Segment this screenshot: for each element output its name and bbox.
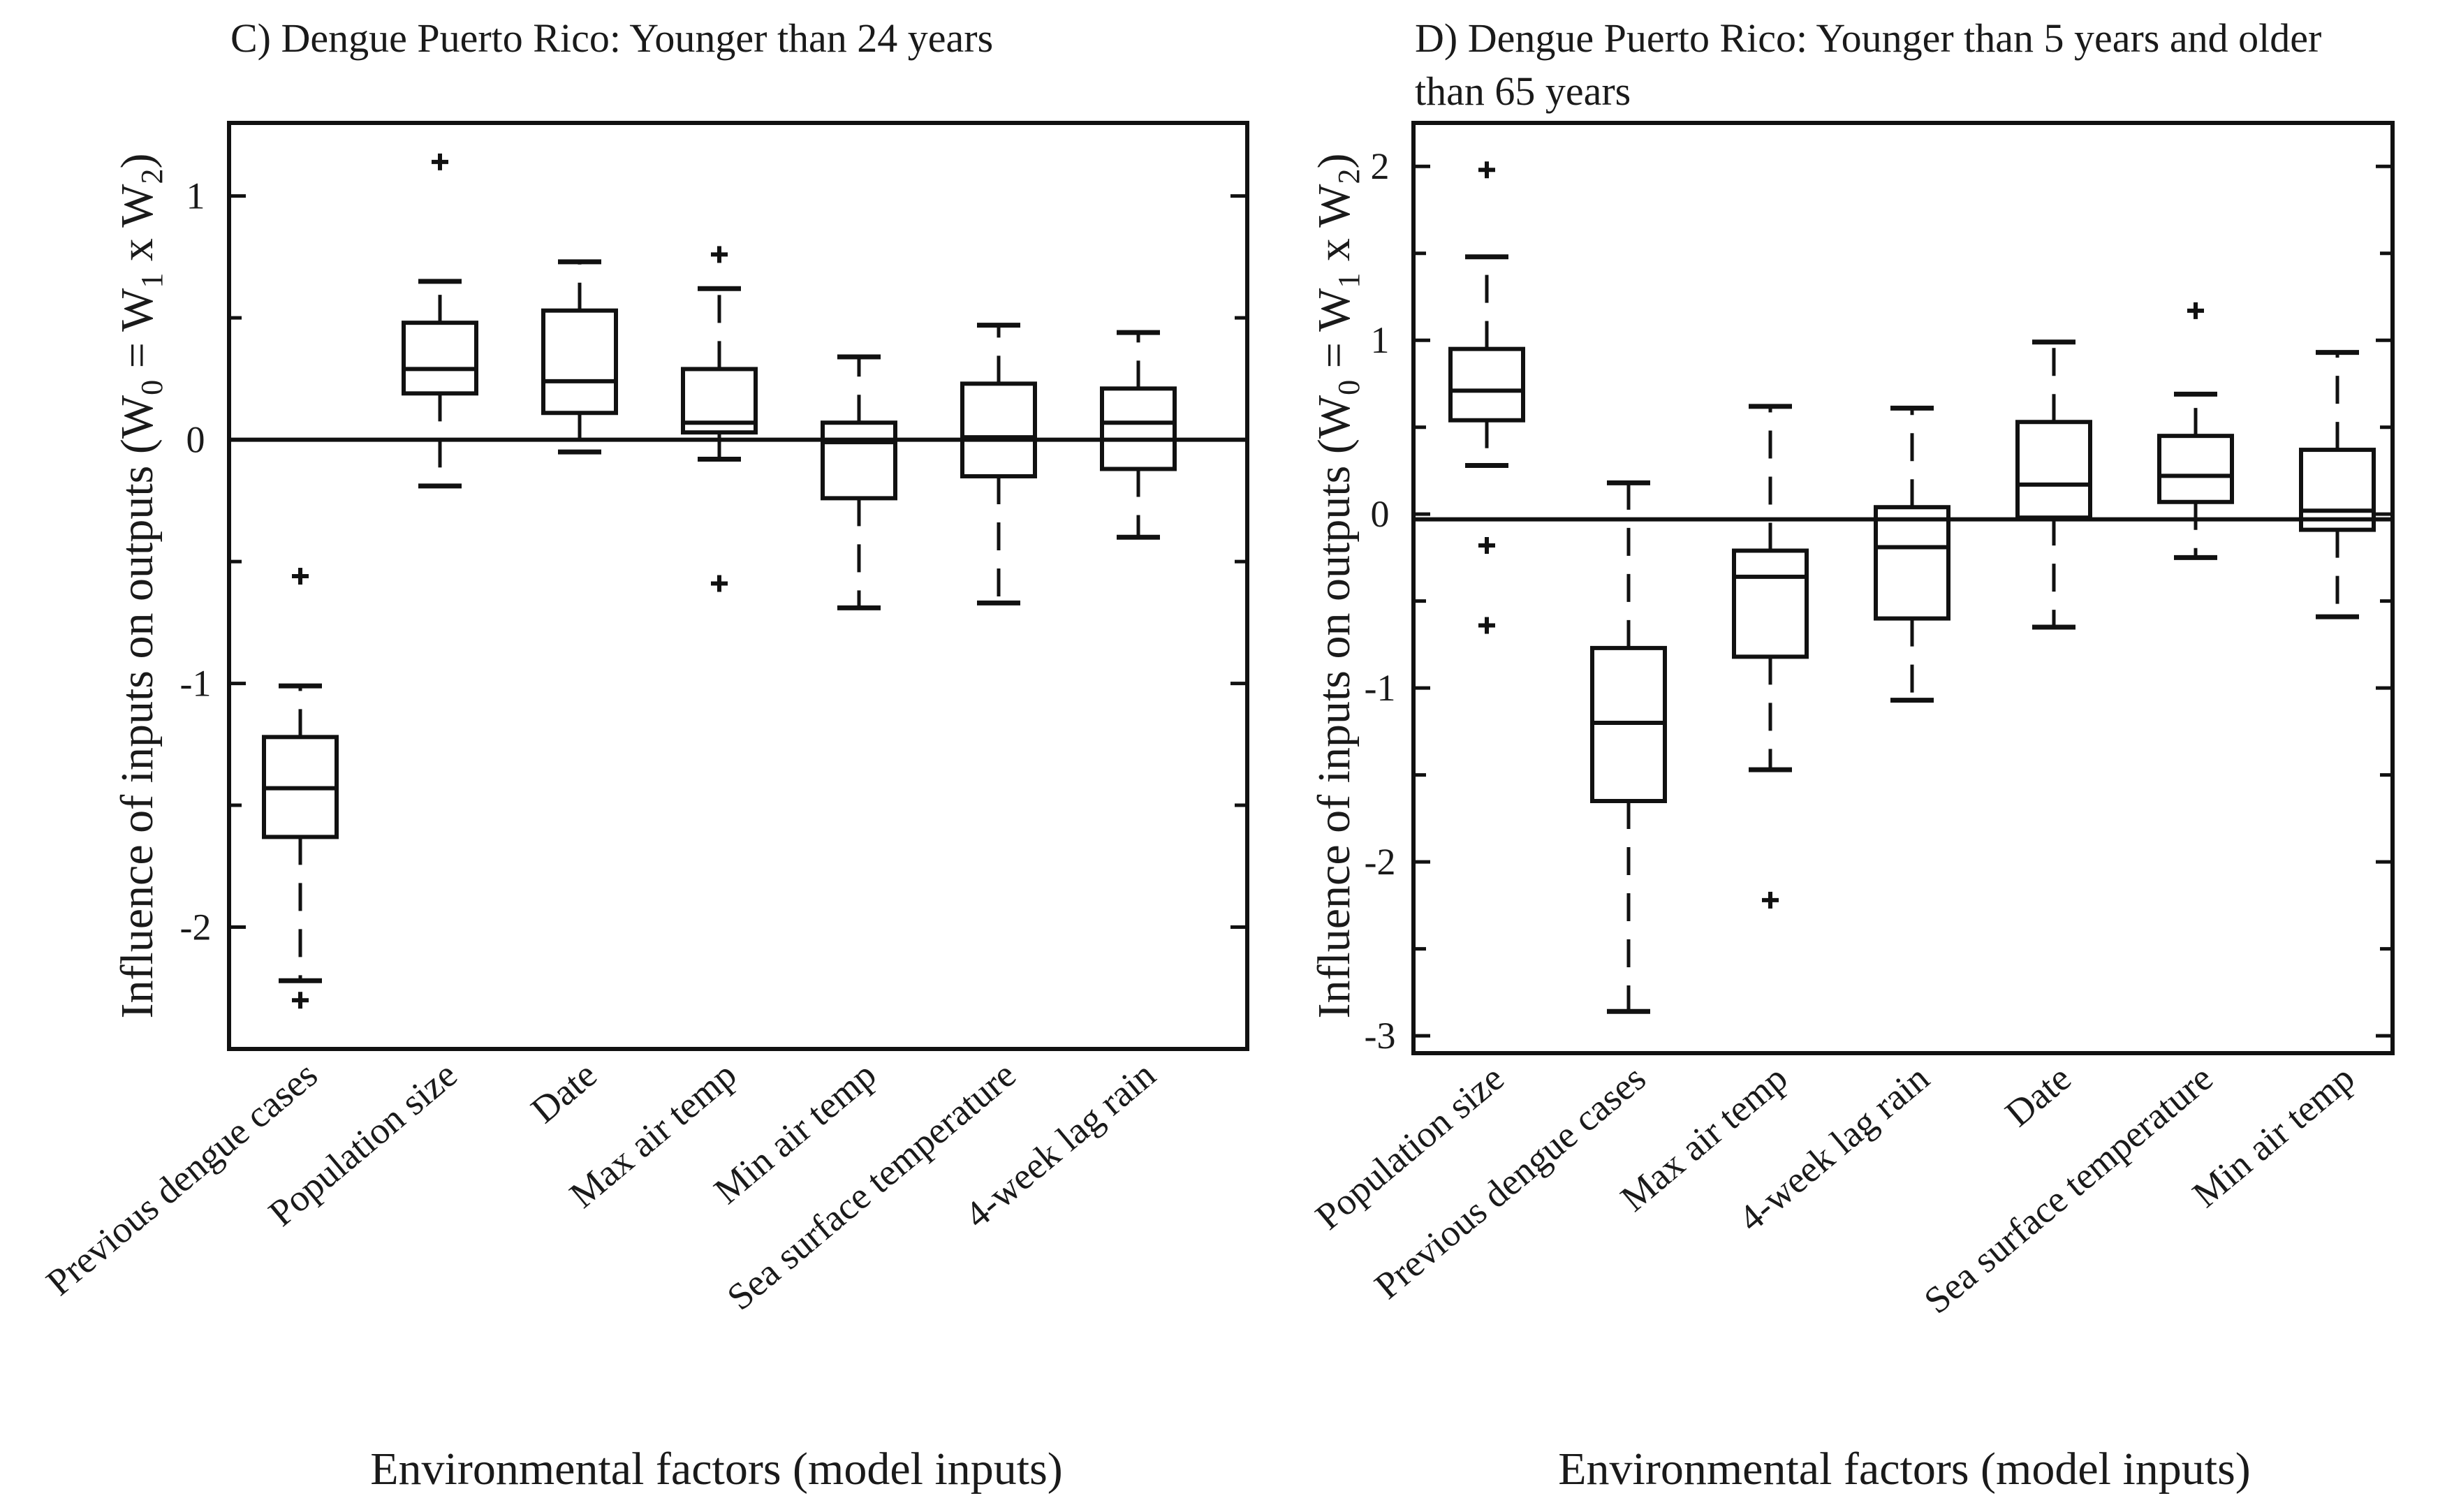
panel-c-y-ticks: 1 0 -1 -2 [180,175,1247,1051]
panel-d-plot-frame [1411,121,2395,1055]
category-label: Previous dengue cases [38,1053,325,1303]
box-iqr [2299,448,2376,532]
box-iqr [960,381,1037,478]
outlier-marker [1762,891,1779,909]
box-date [541,259,618,455]
box-4-week-lag-rain [1100,330,1177,540]
category-label: Previous dengue cases [1367,1057,1654,1307]
box-iqr [1100,386,1177,471]
box-iqr [2157,434,2234,504]
panel-d-title-line-2: than 65 years [1415,68,1631,114]
box-date [2015,339,2092,630]
outlier-marker [1478,617,1495,634]
box-previous-dengue-cases [1590,480,1667,1014]
y-tick-label: -2 [180,907,212,948]
y-tick-label: -2 [1365,841,1396,883]
outlier-marker [1478,161,1495,179]
y-tick-label: -3 [1365,1015,1396,1057]
box-population-size [1448,161,1525,634]
y-tick-label: -1 [1365,667,1396,709]
category-label: Date [1997,1057,2079,1134]
outlier-marker [1478,537,1495,555]
outlier-marker [292,568,309,585]
box-iqr [402,321,478,396]
panel-c-x-axis-label: Environmental factors (model inputs) [370,1444,1063,1495]
box-4-week-lag-rain [1874,405,1950,703]
box-iqr [821,420,897,501]
box-iqr [541,308,618,416]
y-tick-label: 0 [186,419,205,461]
box-sea-surface-temperature [2157,302,2234,560]
y-tick-label: 1 [186,175,205,217]
box-iqr [1732,548,1809,659]
panel-d-title-line-1: D) Dengue Puerto Rico: Younger than 5 ye… [1415,15,2321,61]
outlier-marker [292,992,309,1009]
outlier-marker [432,153,448,170]
box-iqr [2015,420,2092,520]
panel-d-x-axis-label: Environmental factors (model inputs) [1558,1444,2251,1495]
outlier-marker [2187,302,2204,319]
panel-c-title: C) Dengue Puerto Rico: Younger than 24 y… [230,15,993,61]
outlier-marker [711,246,728,263]
panel-c: C) Dengue Puerto Rico: Younger than 24 y… [38,15,1249,1495]
y-tick-label: 0 [1371,493,1390,535]
y-tick-label: 1 [1371,319,1390,361]
box-iqr [681,367,758,435]
panel-c-plot-frame [227,121,1249,1051]
panel-c-boxes [262,153,1177,1009]
box-min-air-temp [821,354,897,610]
panel-c-y-axis-label: Influence of inputs on outputs (W0 = W1 … [112,153,169,1018]
panel-d-y-ticks: 2 1 0 -1 -2 -3 [1365,145,2393,1057]
box-sea-surface-temperature [960,323,1037,605]
panel-d-y-axis-label: Influence of inputs on outputs (W0 = W1 … [1309,153,1366,1018]
outlier-marker [711,575,728,592]
panel-d-boxes [1448,161,2376,1014]
box-max-air-temp [1732,404,1809,909]
box-previous-dengue-cases [262,568,339,1009]
box-iqr [1448,346,1525,423]
box-max-air-temp [681,246,758,592]
y-tick-label: -1 [180,663,212,705]
box-iqr [1874,505,1950,621]
panel-d: D) Dengue Puerto Rico: Younger than 5 ye… [1307,15,2395,1495]
y-tick-label: 2 [1371,145,1390,187]
box-min-air-temp [2299,350,2376,619]
category-label: Date [523,1053,605,1131]
box-population-size [402,153,478,489]
